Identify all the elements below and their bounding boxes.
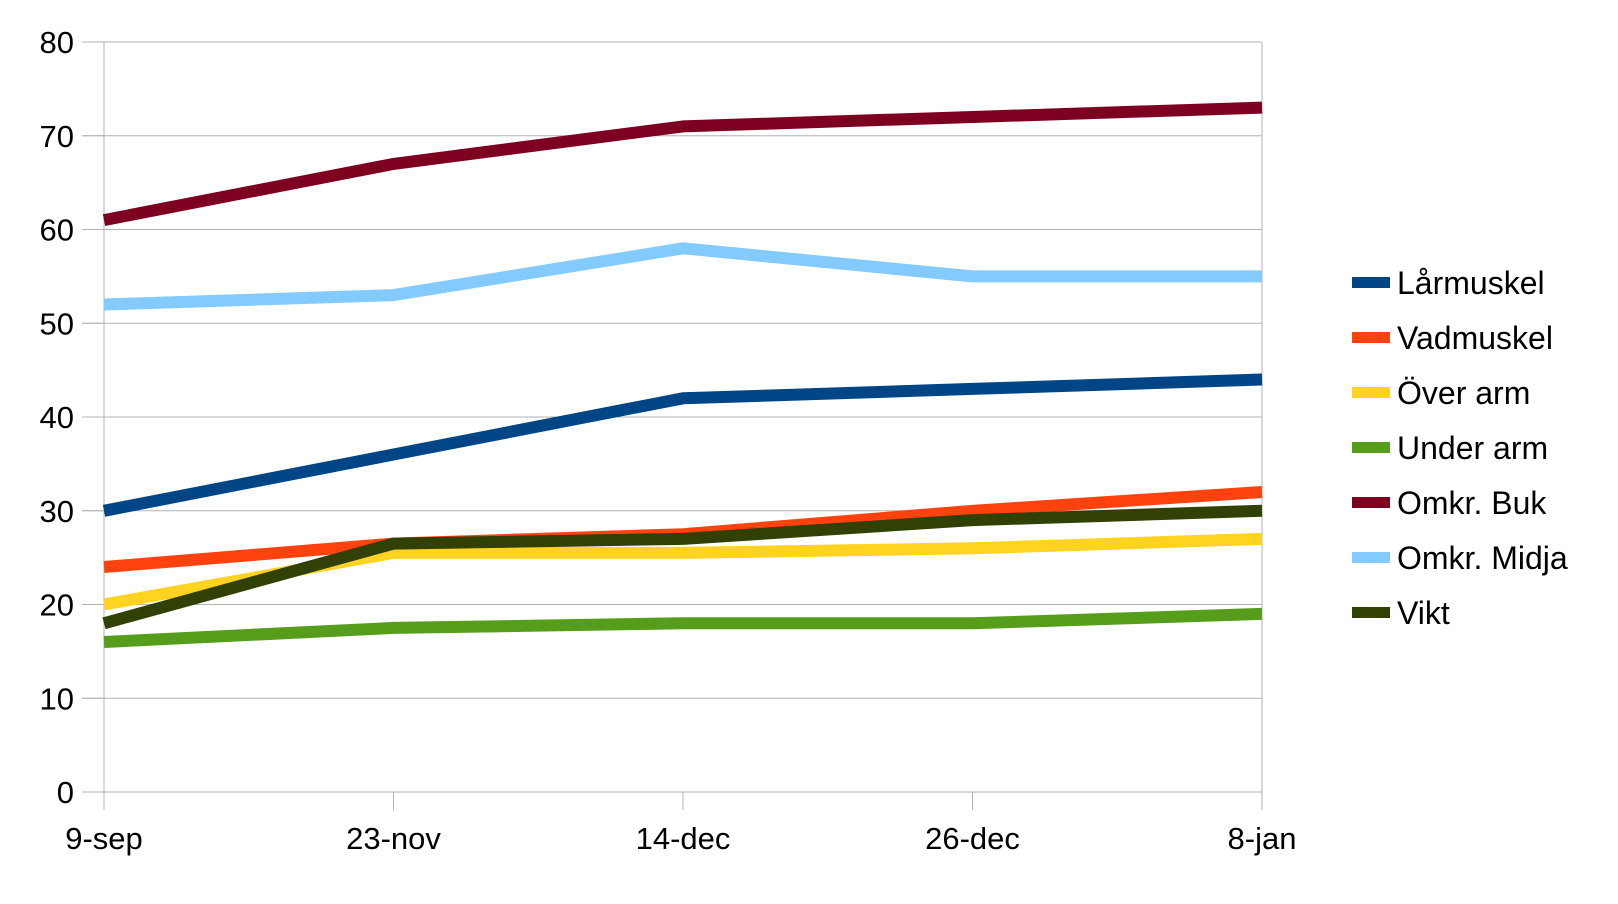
legend-label: Omkr. Midja — [1397, 540, 1568, 576]
series-line-4 — [102, 101, 1263, 226]
series-line-6 — [102, 504, 1263, 630]
series-line-0 — [102, 373, 1263, 517]
x-tick-label: 14-dec — [636, 821, 731, 856]
y-tick-label: 20 — [40, 588, 74, 623]
legend-label: Vikt — [1397, 595, 1450, 631]
x-tick-label: 26-dec — [925, 821, 1020, 856]
series-line-5 — [103, 242, 1262, 311]
legend-item: Under arm — [1352, 430, 1548, 466]
legend-item: Över arm — [1352, 375, 1530, 411]
y-tick-label: 50 — [40, 306, 74, 341]
legend-item: Vikt — [1352, 595, 1450, 631]
legend-swatch — [1352, 277, 1390, 288]
series-layer — [102, 101, 1263, 648]
legend-swatch — [1352, 332, 1390, 343]
legend-item: Lårmuskel — [1352, 265, 1545, 301]
y-tick-label: 40 — [40, 400, 74, 435]
x-tick-label: 8-jan — [1228, 821, 1297, 856]
y-tick-label: 80 — [40, 25, 74, 60]
y-tick-label: 70 — [40, 119, 74, 154]
legend-label: Omkr. Buk — [1397, 485, 1547, 521]
legend-label: Lårmuskel — [1397, 265, 1545, 301]
y-tick-label: 60 — [40, 213, 74, 248]
legend-swatch — [1352, 497, 1390, 508]
legend-swatch — [1352, 552, 1390, 563]
legend-label: Över arm — [1397, 375, 1530, 411]
legend-label: Vadmuskel — [1397, 320, 1553, 356]
legend-swatch — [1352, 442, 1390, 453]
legend-swatch — [1352, 607, 1390, 618]
y-tick-label: 10 — [40, 681, 74, 716]
x-tick-label: 23-nov — [346, 821, 441, 856]
series-line-3 — [103, 607, 1263, 648]
grid-layer — [82, 41, 1263, 793]
legend-swatch — [1352, 387, 1390, 398]
axis-layer: 0 10 20 30 40 50 60 70 80 9-sep 23-nov 14-dec 26-dec… — [40, 25, 1297, 856]
y-tick-label: 30 — [40, 494, 74, 529]
legend: Lårmuskel Vadmuskel Över arm Under arm Omkr.… — [1352, 265, 1568, 631]
legend-item: Omkr. Buk — [1352, 485, 1547, 521]
x-tick-label: 9-sep — [65, 821, 143, 856]
y-tick-label: 0 — [57, 775, 74, 810]
legend-item: Omkr. Midja — [1352, 540, 1568, 576]
legend-item: Vadmuskel — [1352, 320, 1553, 356]
legend-label: Under arm — [1397, 430, 1548, 466]
